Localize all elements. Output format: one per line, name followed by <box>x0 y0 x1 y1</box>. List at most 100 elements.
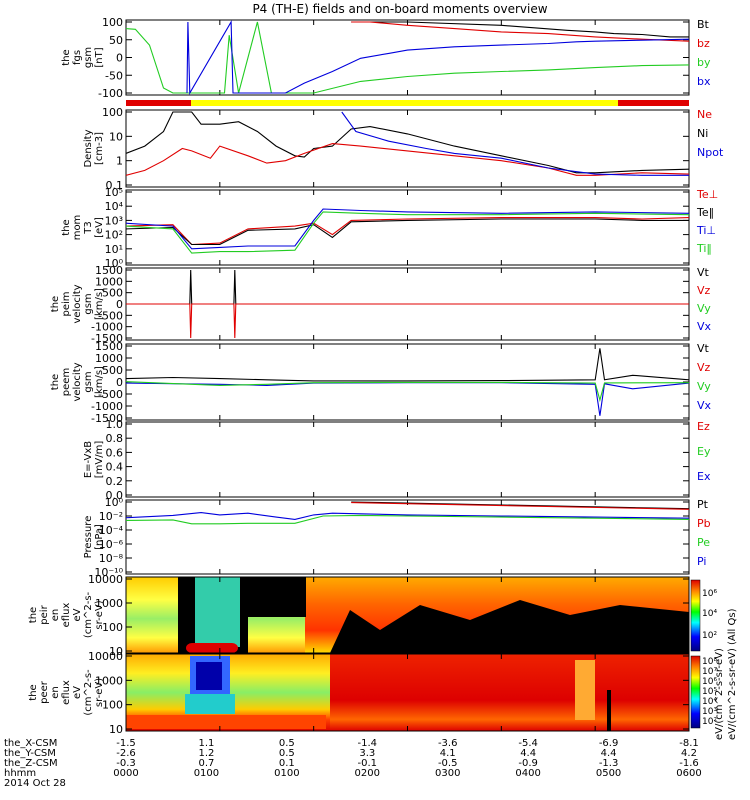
ylabel-peem-3: gsm <box>83 371 94 392</box>
series-density-2 <box>341 111 689 176</box>
xaxis-value-3-1: 0100 <box>194 768 219 779</box>
series-peim-1 <box>126 303 689 339</box>
peir-cyan-band <box>195 577 240 647</box>
ytick-label-peer-0: 10000 <box>88 650 123 663</box>
xaxis-value-0-5: -5.4 <box>518 738 538 749</box>
series-peim-0 <box>126 269 689 305</box>
legend-density-2: Npot <box>697 146 724 159</box>
series-temp-2 <box>125 208 690 250</box>
legend-peem-2: Vy <box>697 380 711 393</box>
xaxis-value-1-1: 1.2 <box>198 748 214 759</box>
xaxis-value-2-4: -0.5 <box>438 758 458 769</box>
xaxis-value-1-4: 4.1 <box>440 748 456 759</box>
ytick-label-peem-1: 1000 <box>95 352 123 365</box>
xaxis-value-3-4: 0300 <box>435 768 460 779</box>
ytick-label-fgs-2: 0 <box>116 52 123 65</box>
ylabel-density-1: [cm-3] <box>94 132 105 165</box>
series-peem-1 <box>125 382 690 416</box>
ylabel-peer-4: eV <box>72 686 83 699</box>
series-peem-2 <box>125 381 690 403</box>
ytick-label-peim-2: 500 <box>102 287 123 300</box>
legend-peem-1: Vz <box>697 361 711 374</box>
ylabel-peer-5: (cm^2-s- <box>83 669 94 716</box>
ylabel-peim-3: gsm <box>83 293 94 314</box>
peir-spectrogram <box>126 577 689 653</box>
ylabel-peem-4: [km/s] <box>94 366 105 398</box>
ytick-label-temp-2: 10³ <box>105 214 123 227</box>
ytick-label-pressure-3: 10⁻⁶ <box>99 538 124 551</box>
ylabel-peer-1: peer <box>39 680 50 704</box>
ytick-label-peim-1: 1000 <box>95 275 123 288</box>
legend-pressure-1: Pb <box>697 517 711 530</box>
legend-peim-1: Vz <box>697 284 711 297</box>
peer-cyan-band <box>185 694 235 714</box>
ytick-label-density-3: 0.1 <box>106 179 124 192</box>
legend-temp-0: Te⊥ <box>696 188 718 201</box>
ytick-label-efield-2: 0.6 <box>106 446 124 459</box>
ytick-label-peer-3: 10 <box>109 723 123 736</box>
legend-fgs-3: bx <box>697 75 711 88</box>
ytick-label-pressure-1: 10⁻² <box>99 510 123 523</box>
xaxis-value-2-7: -1.6 <box>679 758 699 769</box>
xaxis-value-3-3: 0200 <box>355 768 380 779</box>
xaxis-value-3-7: 0600 <box>676 768 701 779</box>
ylabel-peem-1: peem <box>61 368 72 396</box>
xaxis-value-3-6: 0500 <box>596 768 621 779</box>
xaxis-value-0-7: -8.1 <box>679 738 699 749</box>
figure-title: P4 (TH-E) fields and on-board moments ov… <box>252 2 547 16</box>
xaxis-value-2-5: -0.9 <box>518 758 538 769</box>
ytick-label-fgs-1: 50 <box>109 34 123 47</box>
ylabel-peer-3: eflux <box>61 680 72 705</box>
x-axis-annotations: the_X-CSM -1.5 1.1 0.5 -1.4 -3.6 -5.4 -6.9 -8.1 t… <box>4 738 702 789</box>
ytick-label-fgs-3: -50 <box>105 69 123 82</box>
xaxis-value-3-0: 0000 <box>113 768 138 779</box>
ytick-label-peem-6: -1500 <box>91 412 123 425</box>
legend-peim-3: Vx <box>697 320 712 333</box>
legend-fgs-2: by <box>697 56 711 69</box>
ylabel-temp-0: the <box>61 219 72 235</box>
xaxis-date: 2014 Oct 28 <box>4 778 66 789</box>
peir-cb-tick-0: 10⁶ <box>702 589 717 599</box>
ylabel-peem-2: velocity <box>72 362 83 401</box>
ylabel-peim-2: velocity <box>72 284 83 323</box>
xaxis-value-2-3: -0.1 <box>358 758 378 769</box>
ytick-label-efield-1: 0.8 <box>106 432 124 445</box>
ytick-label-peir-0: 10000 <box>88 573 123 586</box>
series-temp-1 <box>125 218 689 246</box>
series-density-0 <box>125 111 690 174</box>
panel-peir: 10000 1000 100 10 the peir en eflux eV (cm^2-s-sr… <box>28 573 690 658</box>
ytick-label-peir-3: 10 <box>109 645 123 658</box>
panel-peer: 10000 1000 100 10 the peer en eflux eV (cm^2-s-sr… <box>28 650 690 736</box>
ytick-label-temp-1: 10⁴ <box>105 200 124 213</box>
series-pressure-3 <box>125 514 690 525</box>
ytick-label-temp-3: 10² <box>105 229 123 242</box>
ytick-label-peim-5: -1000 <box>91 321 123 334</box>
ylabel-peir-2: en <box>50 609 61 622</box>
peer-cb-tick-5: 10³ <box>702 707 717 717</box>
xaxis-value-1-2: 0.5 <box>279 748 295 759</box>
legend-peem-3: Vx <box>697 399 712 412</box>
series-fgs-0 <box>351 21 689 38</box>
peer-spectrogram <box>126 654 689 731</box>
xaxis-value-1-3: 3.3 <box>359 748 375 759</box>
peir-red-cap <box>186 643 238 653</box>
ylabel-peir-0: the <box>28 607 39 623</box>
legend-peem-0: Vt <box>697 342 710 355</box>
ytick-label-efield-0: 1.0 <box>106 418 124 431</box>
ytick-label-peim-0: 1500 <box>95 264 123 277</box>
xaxis-value-1-6: 4.4 <box>601 748 617 759</box>
ytick-label-fgs-0: 100 <box>102 16 123 29</box>
series-peem-0 <box>125 348 690 382</box>
ytick-label-pressure-4: 10⁻⁸ <box>99 552 124 565</box>
ytick-label-peem-5: -1000 <box>91 400 123 413</box>
xaxis-row-label-1: the_Y-CSM <box>4 748 56 759</box>
peir-colorbar <box>690 579 701 652</box>
peer-gap <box>607 690 611 731</box>
panel-fgs: 100 50 0 -50 -100 the fgs gsm [nT] Bt bz by bx <box>61 16 711 100</box>
panel-efield: 1.00.80.6 0.40.20.0 E=-VxB [mV/m] Ez Ey Ex <box>83 418 711 502</box>
ytick-label-peem-2: 500 <box>102 364 123 377</box>
